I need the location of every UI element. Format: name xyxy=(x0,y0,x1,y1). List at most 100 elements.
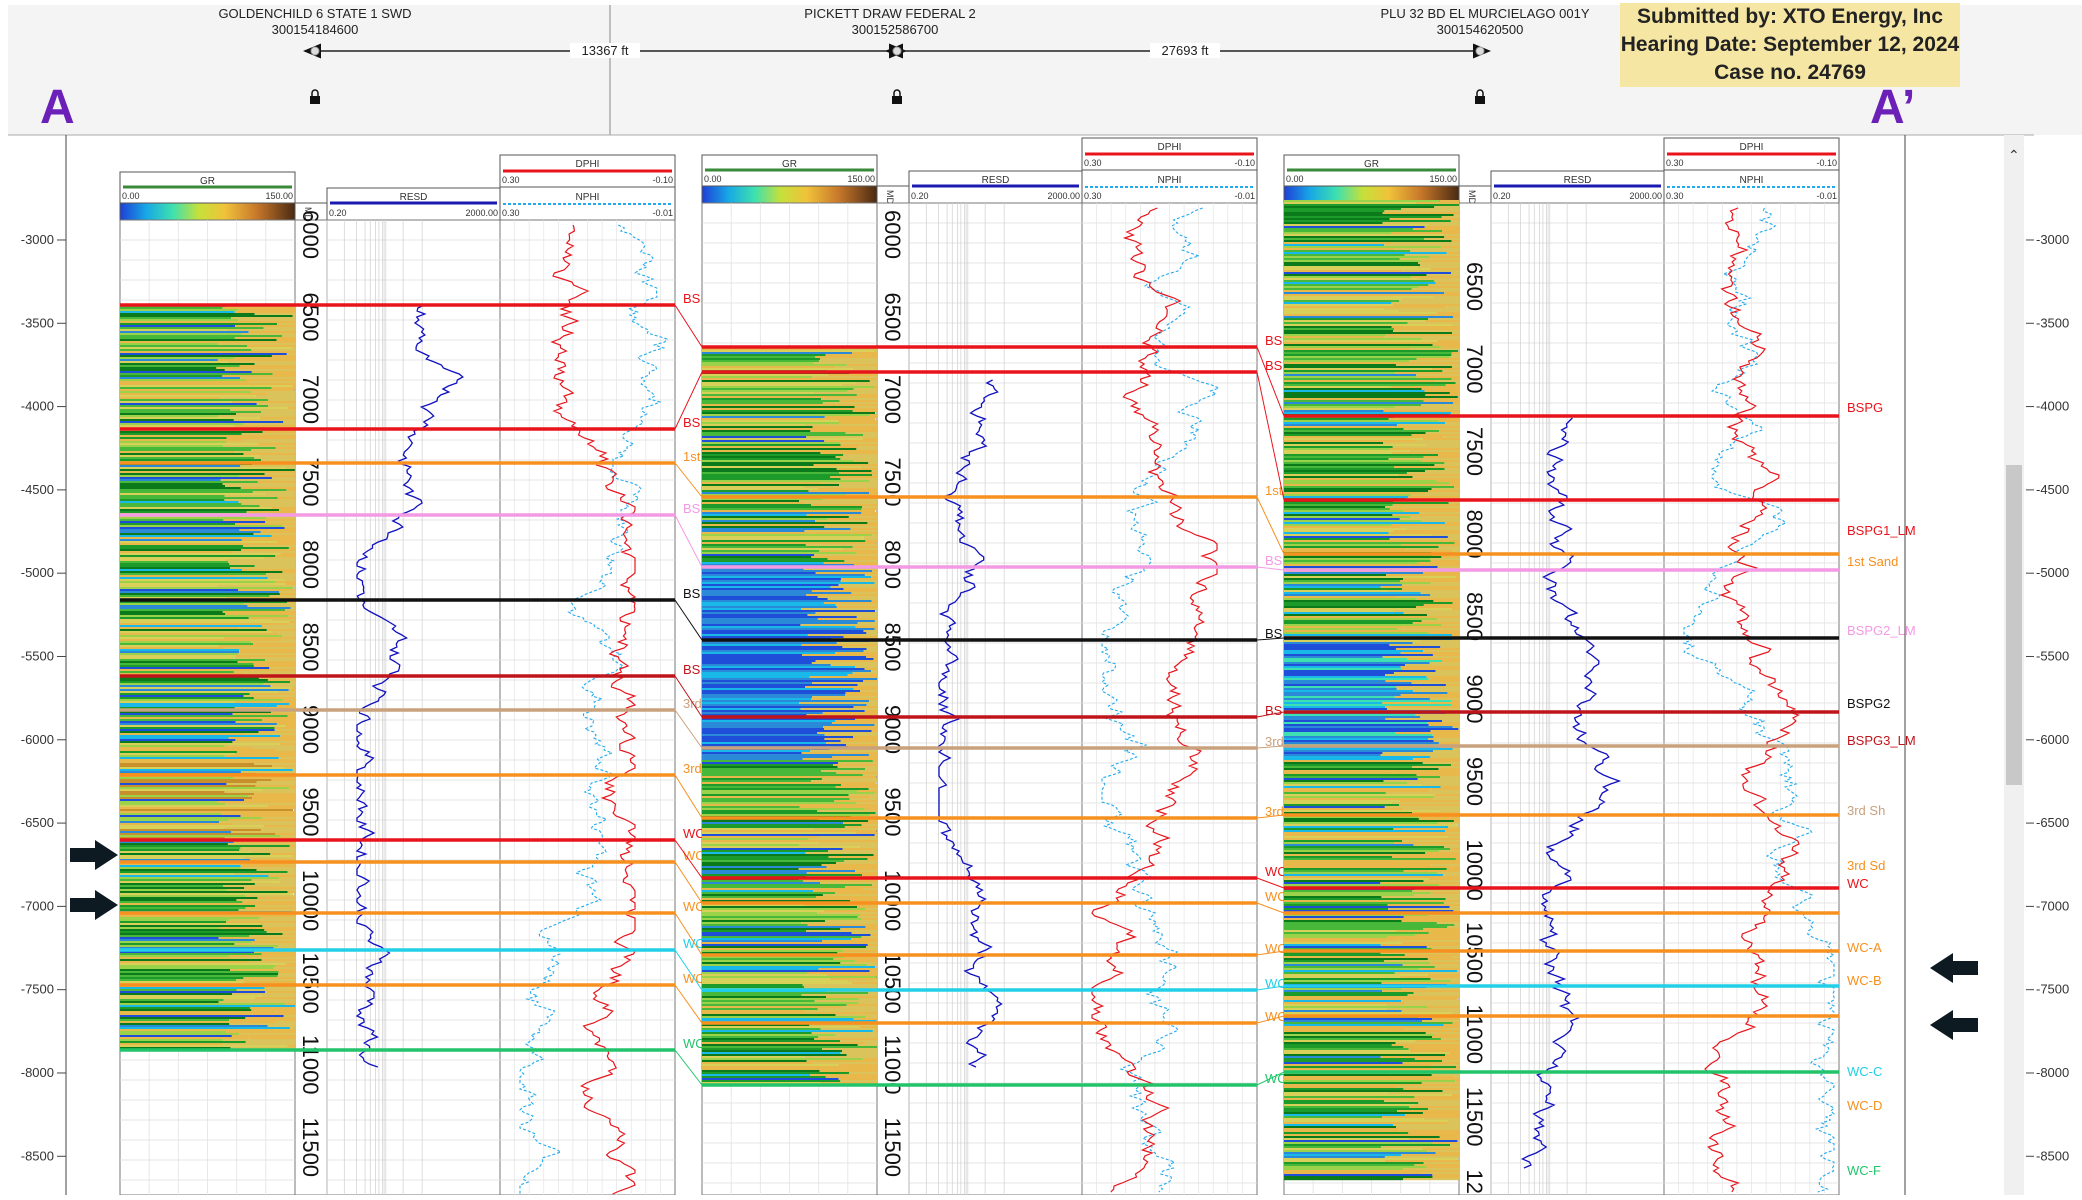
dphi-header-name: DPHI xyxy=(576,159,600,170)
scrollbar-thumb xyxy=(2006,465,2022,785)
stamp-case-number: Case no. 24769 xyxy=(1714,61,1866,84)
resd-header-name: RESD xyxy=(1564,175,1592,186)
gr-max: 150.00 xyxy=(847,174,875,184)
depth-tick-label: -4500 xyxy=(21,482,54,497)
correlation-line xyxy=(674,861,703,904)
resd-max: 2000.00 xyxy=(1047,191,1080,201)
depth-tick-label: -8500 xyxy=(21,1148,54,1163)
formation-label-right: BSPG2 xyxy=(1847,696,1890,711)
dphi-max: -0.10 xyxy=(1816,158,1837,168)
stamp-submitted-by: Submitted by: XTO Energy, Inc xyxy=(1636,5,1944,28)
md-tick-label: 11500 xyxy=(880,1118,905,1178)
md-tick-label: 7000 xyxy=(1462,345,1487,394)
formation-label-right: WC-D xyxy=(1847,1098,1882,1113)
correlation-lines: BSPG BSPG1_LM 1st Sand BSPG2_LM BSPG2 BSPG3_L… xyxy=(674,304,1916,1178)
gr-header-name: GR xyxy=(200,176,215,187)
gr-color-scale xyxy=(119,202,296,221)
gr-color-scale xyxy=(701,185,878,204)
depth-tick-label: -7500 xyxy=(2036,982,2069,997)
nphi-max: -0.01 xyxy=(1816,191,1837,201)
correlation-line xyxy=(674,371,703,430)
depth-tick-label: -5500 xyxy=(2036,648,2069,663)
depth-tick-label: -3000 xyxy=(21,232,54,247)
spacing-1: 13367 ft xyxy=(570,43,640,58)
vertical-scrollbar: ⌃ xyxy=(2004,135,2024,1195)
formation-label: WC xyxy=(1265,864,1287,879)
formation-label: WC xyxy=(683,826,705,841)
correlation-line xyxy=(674,1049,703,1086)
md-tick-label: 9000 xyxy=(880,705,905,754)
depth-tick-label: -3500 xyxy=(21,315,54,330)
target-arrow-icon xyxy=(1930,953,1978,983)
formation-label-right: 3rd Sh xyxy=(1847,803,1885,818)
correlation-line xyxy=(1256,1015,1285,1024)
nphi-max: -0.01 xyxy=(1234,191,1255,201)
well-panel-2: GR 0.00 150.00 RESD 0.20 2000.00 DPHI 0.30 -0.10… xyxy=(701,137,1334,1196)
depth-tick-label: -7000 xyxy=(21,898,54,913)
md-tick-label: 6500 xyxy=(880,293,905,342)
resd-curve xyxy=(1520,417,1622,1169)
well-2-name: PICKETT DRAW FEDERAL 2 xyxy=(804,6,976,21)
md-tick-label: 7000 xyxy=(880,375,905,424)
resd-max: 2000.00 xyxy=(465,208,498,218)
formation-label-right: BSPG3_LM xyxy=(1847,733,1916,748)
md-header-name: MD xyxy=(885,190,895,204)
depth-tick-label: -8000 xyxy=(21,1065,54,1080)
correlation-line xyxy=(1256,745,1285,749)
nphi-min: 0.30 xyxy=(1084,191,1102,201)
scroll-up-icon: ⌃ xyxy=(2008,147,2020,163)
md-tick-label: 8000 xyxy=(298,540,323,589)
dphi-header-name: DPHI xyxy=(1740,142,1764,153)
depth-tick-label: -3500 xyxy=(2036,315,2069,330)
md-tick-label: 9000 xyxy=(298,705,323,754)
depth-tick-label: -4500 xyxy=(2036,482,2069,497)
lock-icon xyxy=(892,89,902,104)
md-tick-label: 6500 xyxy=(1462,262,1487,311)
depth-tick-label: -3000 xyxy=(2036,232,2069,247)
correlation-line xyxy=(674,709,703,749)
md-tick-label: 10000 xyxy=(1462,840,1487,901)
gr-min: 0.00 xyxy=(122,191,140,201)
correlation-line xyxy=(674,774,703,819)
gr-header-name: GR xyxy=(1364,159,1379,170)
track-headers: GR 0.00 150.00 RESD 0.20 2000.00 DPHI 0.30 -0.10… xyxy=(119,154,676,221)
track-frame xyxy=(908,202,1083,1196)
correlation-line xyxy=(1256,346,1285,417)
md-tick-label: 10000 xyxy=(298,870,323,931)
correlation-line xyxy=(1256,496,1285,555)
md-tick-label: 6000 xyxy=(298,210,323,259)
dphi-curve xyxy=(1704,207,1800,1193)
md-tick-label: 7000 xyxy=(298,375,323,424)
resd-header-name: RESD xyxy=(982,175,1010,186)
corner-label-a-prime: A’ xyxy=(1870,81,1916,134)
correlation-line xyxy=(674,514,703,568)
gr-max: 150.00 xyxy=(1429,174,1457,184)
correlation-line xyxy=(674,912,703,956)
well-3-api: 300154620500 xyxy=(1436,22,1524,37)
dphi-header-name: DPHI xyxy=(1158,142,1182,153)
well-2-api: 300152586700 xyxy=(851,22,939,37)
correlation-line xyxy=(674,949,703,991)
resd-min: 0.20 xyxy=(911,191,929,201)
lock-icon xyxy=(1475,89,1485,104)
depth-tick-label: -4000 xyxy=(21,399,54,414)
correlation-line xyxy=(1256,1071,1285,1086)
formation-label-right: 1st Sand xyxy=(1847,554,1898,569)
gr-header-name: GR xyxy=(782,159,797,170)
md-tick-label: 7500 xyxy=(298,458,323,507)
md-track: 6500700075008000850090009500100001050011… xyxy=(1462,262,1487,1200)
md-tick-label: 9500 xyxy=(1462,757,1487,806)
gr-min: 0.00 xyxy=(1286,174,1304,184)
correlation-line xyxy=(674,839,703,879)
correlation-line xyxy=(1256,950,1285,956)
depth-tick-label: -5000 xyxy=(2036,565,2069,580)
target-arrow-icon xyxy=(70,840,118,870)
gr-fill xyxy=(702,348,877,1087)
track-frame xyxy=(326,219,501,1196)
md-header-name: MD xyxy=(303,207,313,221)
md-tick-label: 7500 xyxy=(1462,427,1487,476)
correlation-line xyxy=(1256,637,1285,641)
track-headers: GR 0.00 150.00 RESD 0.20 2000.00 DPHI 0.30 -0.10… xyxy=(701,137,1258,204)
md-tick-label: 11000 xyxy=(1462,1005,1487,1065)
